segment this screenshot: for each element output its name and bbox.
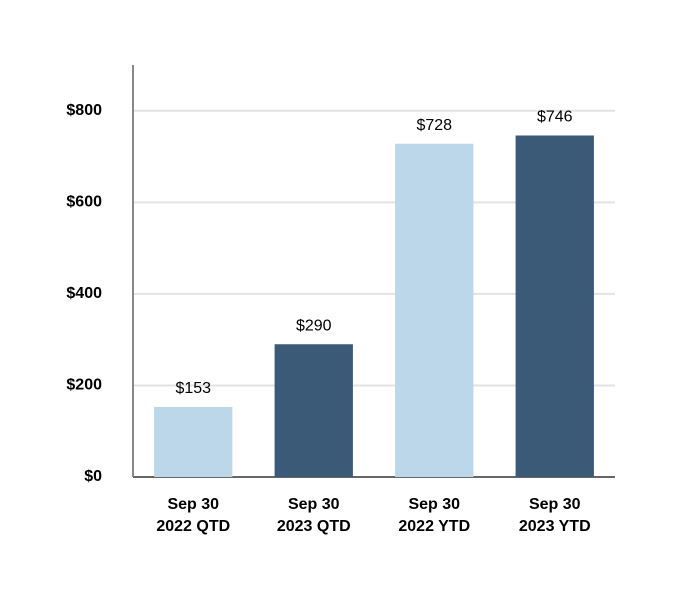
y-tick-label: $0 — [84, 468, 102, 485]
x-tick-label: 2022 YTD — [398, 518, 470, 535]
bar — [274, 344, 353, 477]
x-tick-label: 2023 YTD — [519, 518, 591, 535]
x-tick-label: Sep 30 — [408, 496, 460, 513]
x-tick-label: Sep 30 — [529, 496, 581, 513]
value-label: $290 — [296, 317, 332, 334]
y-tick-label: $800 — [66, 102, 102, 119]
value-label: $746 — [537, 109, 573, 126]
x-tick-label: Sep 30 — [167, 496, 219, 513]
bar — [395, 143, 474, 477]
bar — [515, 135, 594, 477]
x-tick-label: 2023 QTD — [277, 518, 351, 535]
y-tick-label: $600 — [66, 194, 102, 211]
y-tick-label: $400 — [66, 285, 102, 302]
value-label: $153 — [175, 380, 211, 397]
x-tick-label: Sep 30 — [288, 496, 340, 513]
bar — [154, 406, 233, 477]
x-tick-label: 2022 QTD — [156, 518, 230, 535]
y-tick-label: $200 — [66, 377, 102, 394]
value-label: $728 — [416, 117, 452, 134]
